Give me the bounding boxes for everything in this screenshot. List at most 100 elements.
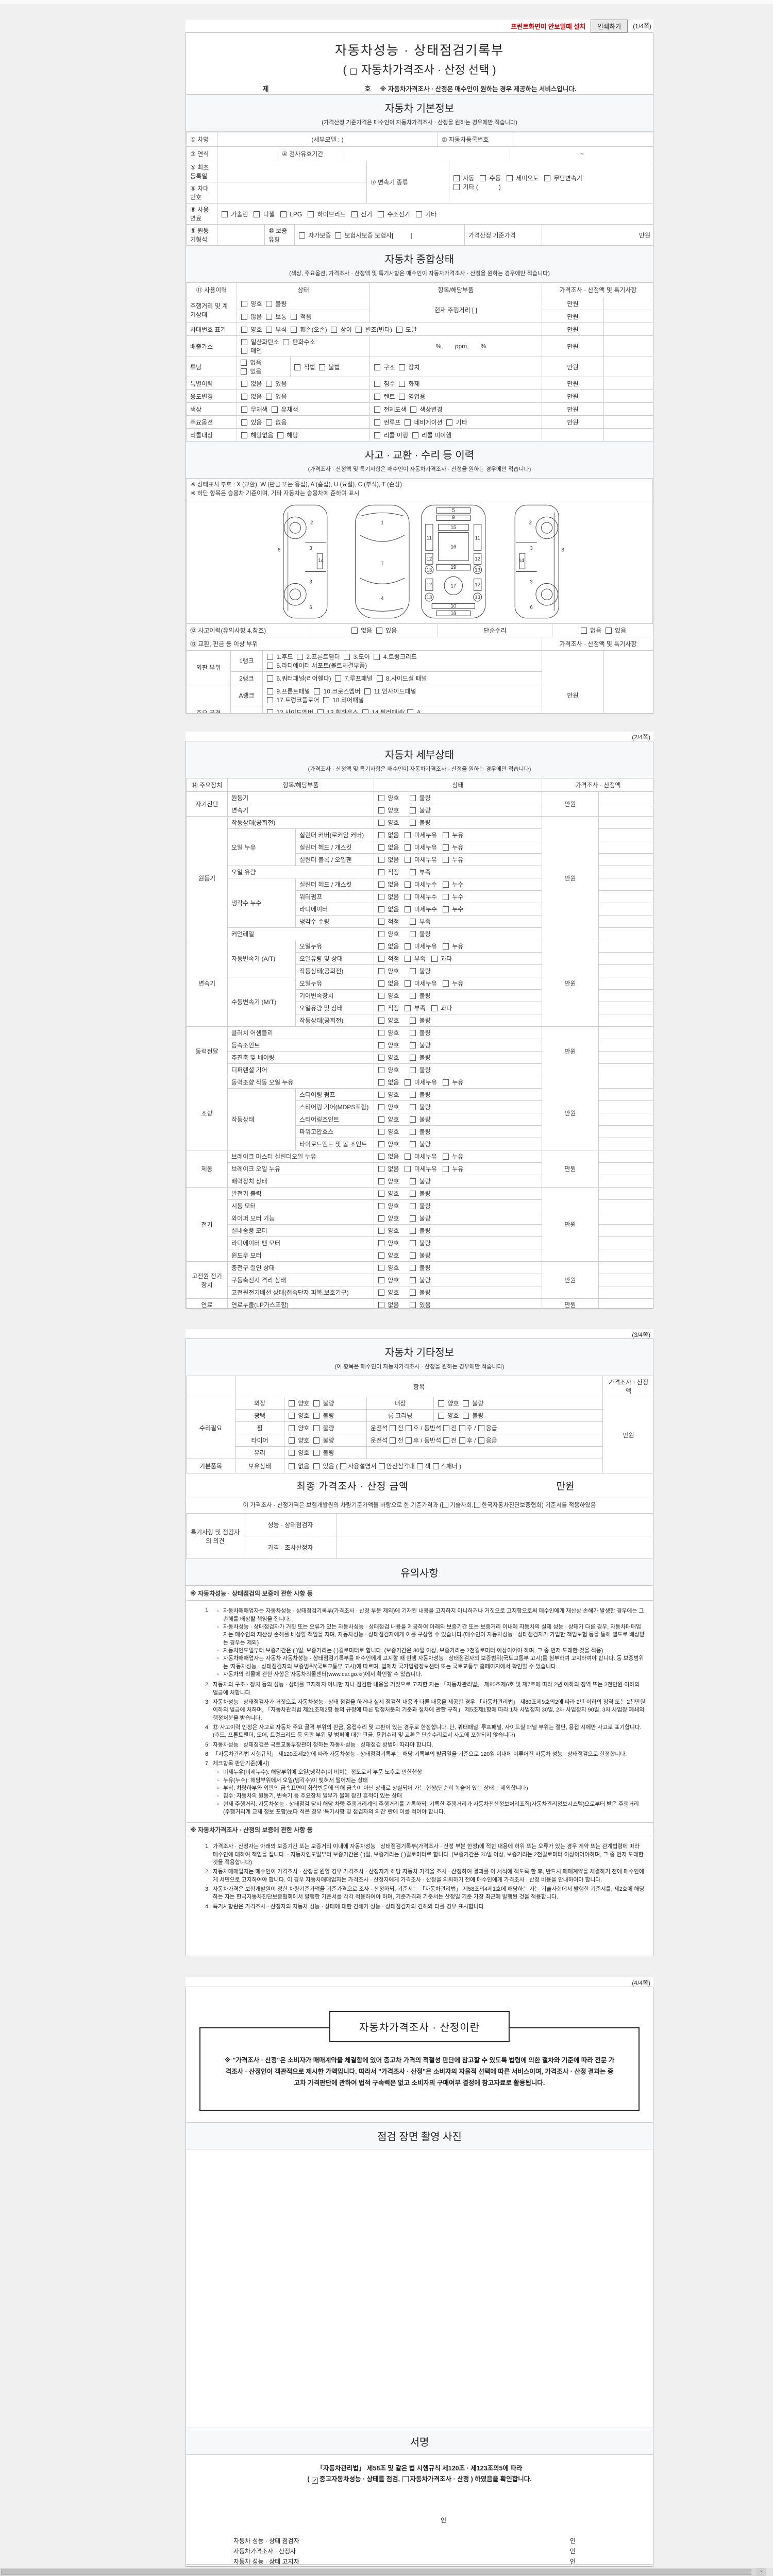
- table-cell: 만원: [542, 377, 604, 390]
- check-item-label: 윈도우 모터: [227, 1249, 375, 1262]
- table-row: 추진축 및 베어링 양호 불량: [187, 1051, 653, 1064]
- element: [436, 564, 471, 570]
- element: [355, 504, 410, 618]
- price-value-cell: [598, 828, 653, 841]
- checkbox: [399, 393, 406, 400]
- element: [474, 553, 482, 565]
- check-item-label: 실린더 헤드 / 개스킷: [295, 841, 375, 854]
- checkbox: [410, 1302, 416, 1308]
- check-item-label: 작동상태(공회전): [227, 816, 375, 829]
- table-cell: %, ppm, %: [369, 335, 542, 357]
- table-cell: 가격 · 조사산정자: [244, 1536, 337, 1560]
- checkbox: [378, 1166, 385, 1172]
- table-cell: 내장: [366, 1397, 434, 1410]
- price-basis-note: 이 가격조사 · 산정가격은 보험개발원의 차량기준가액을 바탕으로 한 기준가…: [186, 1498, 653, 1514]
- check-item-label: 시동 모터: [227, 1199, 375, 1212]
- price-value-cell: [598, 940, 653, 953]
- check-item-label: 오일누유: [295, 940, 375, 953]
- status-options: 양호 불량: [374, 1063, 543, 1076]
- table-cell: 1.후드 2.프론트휀더 3.도어 4.트렁크리드 5.라디에이터 서포트(볼트…: [262, 650, 542, 672]
- signer-appraiser: 자동차가격조사 · 산정자: [233, 2547, 296, 2555]
- diagram-part-number: 3: [530, 546, 532, 551]
- checkbox: [313, 1450, 320, 1456]
- section-note: (가격산정 기준가격은 매수인이 자동차가격조사 · 산정을 원하는 경우에만 …: [322, 120, 517, 126]
- document-title: 자동차성능 · 상태점검기록부: [334, 43, 505, 58]
- diagram-part-number: 8: [561, 547, 564, 553]
- table-row: 전기 발전기 출력 양호 불량 만원: [186, 1187, 653, 1262]
- checkbox: [267, 662, 273, 669]
- table-cell: 양호 불량: [433, 1409, 603, 1422]
- horizontal-scrollbar[interactable]: ›: [0, 2568, 773, 2576]
- appraisal-info-box: 자동차가격조사 · 산정이란 ※ "가격조사 · 산정"은 소비자가 매매계약을…: [199, 2011, 640, 2111]
- checkbox: [313, 1463, 320, 1469]
- table-cell: 단순수리: [438, 623, 552, 637]
- element: 자동차매매업자는 자동차성능 · 상태점검기록부(가격조사 · 산정 부분 제외…: [217, 1607, 646, 1679]
- check-item-label: 변속기: [227, 804, 375, 817]
- page-3: 자동차 기타정보 (이 항목은 매수인이 자동차가격조사 · 산정을 원하는 경…: [186, 1338, 653, 1956]
- status-options: 양호 불량: [374, 1125, 543, 1138]
- element: 자동차매매업자는 자동차성능 · 상태점검기록부(가격조사 · 산정 부분 제외…: [213, 1606, 646, 1680]
- checkbox: [410, 968, 416, 974]
- status-options: 적정 부족: [374, 915, 543, 928]
- checkbox: [374, 419, 380, 426]
- first-reg-value: [217, 161, 367, 182]
- table-cell: 차대번호 표기: [186, 323, 237, 336]
- element: ※ 상태표시 부호 : X (교환), W (판금 또는 용접), A (흠집)…: [186, 478, 653, 501]
- checkbox: [459, 1437, 465, 1444]
- scroll-right-arrow[interactable]: ›: [757, 2568, 766, 2576]
- table-row: ⑧ 사용연료 가솔린 디젤 LPG 하이브리드 전기 수소전기 기타: [186, 203, 653, 225]
- table-cell: 1랭크: [230, 650, 263, 672]
- print-button[interactable]: 인쇄하기: [591, 19, 628, 32]
- table-row: 조향 동력조향 작동 오일 누유 없음 미세누유 누유 만원: [186, 1076, 653, 1150]
- status-options: 없음 미세누유 누유: [374, 853, 543, 866]
- diagram-part-number: 11: [475, 535, 480, 541]
- checkbox: [267, 709, 273, 713]
- table-row: ⑨ 원동기형식 ⑩ 보증유형 자가보증 보험사보증 보험사[ ] 가격산정 기준…: [186, 224, 653, 246]
- table-row: 타이로드엔드 및 볼 조인트 양호 불량: [187, 1138, 653, 1150]
- price-value-cell: [598, 977, 653, 990]
- price-value-cell: [598, 1088, 653, 1101]
- table-cell: 상태: [237, 282, 370, 297]
- status-options: 양호 불량: [374, 927, 543, 940]
- basic-info-table: ⑨ 원동기형식 ⑩ 보증유형 자가보증 보험사보증 보험사[ ] 가격산정 기준…: [186, 224, 653, 246]
- checkbox: [378, 968, 385, 974]
- table-cell: 색상: [186, 402, 237, 416]
- table-row: 등속조인트 양호 불량: [187, 1039, 653, 1052]
- table-row: 제동 브레이크 마스터 실린더오일 누유 없음 미세누유 누유 만원: [186, 1150, 653, 1188]
- checkbox: [378, 807, 385, 814]
- checkbox: [410, 1030, 416, 1036]
- signer-inspector: 자동차 성능 · 상태 점검자: [233, 2537, 299, 2545]
- checkbox: [378, 1191, 385, 1197]
- checkbox: [378, 894, 385, 900]
- table-row: 주행거리 및 계기상태 양호 불량 현재 주행거리 [ ] 만원: [186, 297, 653, 323]
- table-cell: 렌트 영업용: [369, 389, 542, 403]
- checkbox: [374, 380, 380, 387]
- table-cell: 전체도색 색상변경: [369, 402, 542, 416]
- table-cell: ⑫ 사고이력(유의사항 4.참조): [186, 623, 310, 637]
- table-cell: 없음 있음 ( 사용설명서 안전삼각대 잭 스패너 ): [283, 1459, 603, 1473]
- diagram-part-number: 12: [427, 582, 432, 587]
- checkbox: [442, 857, 449, 863]
- checkbox: [405, 906, 411, 912]
- scrollbar-thumb[interactable]: [1, 2569, 751, 2575]
- status-options: 없음 미세누수 누수: [374, 903, 543, 916]
- table-cell: 만원: [542, 389, 604, 403]
- basic-info-table: ③ 연식 ④ 검사유효기간 ~: [186, 146, 653, 161]
- table-row: 기어변속장치 양호 불량: [187, 989, 653, 1002]
- checkbox: [480, 175, 486, 181]
- table-row: 동력전달 클러치 어셈블리 양호 불량 만원: [186, 1026, 653, 1076]
- checkbox: [410, 820, 416, 826]
- price-value-cell: [598, 1100, 653, 1113]
- table-row: ① 차명 (세부모델 : ) ② 자동차등록번호: [186, 132, 653, 147]
- table-cell: ⑪ 사용이력: [186, 282, 237, 297]
- checkbox: [410, 1277, 416, 1283]
- caution-item: 7.체크항목 판단기준(예시)미세누유(미세누수): 해당부위에 오일(냉각수)…: [201, 1760, 646, 1817]
- element: ① 차명 (세부모델 : ) ② 자동차등록번호: [186, 132, 653, 147]
- page-marker-2: (2/4쪽): [186, 732, 653, 741]
- checkbox: [405, 980, 411, 987]
- table-row: 특별이력 없음 있음 침수 화재 만원: [186, 377, 653, 390]
- check-item-label: 타이로드엔드 및 볼 조인트: [295, 1138, 375, 1150]
- checkbox: [297, 653, 304, 660]
- checkbox: [294, 364, 300, 370]
- price-value-cell: [598, 915, 653, 928]
